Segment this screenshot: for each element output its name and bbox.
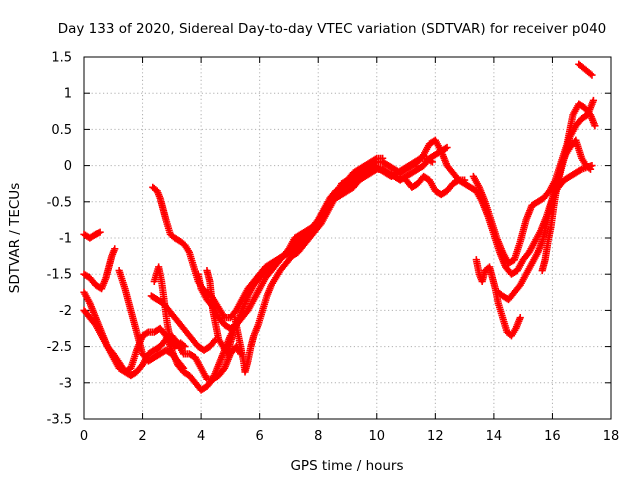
series-trace-j [203,266,237,358]
x-tick-label: 16 [544,429,561,444]
data-point [427,157,435,165]
data-point [415,155,423,163]
series-trace-a [80,228,104,242]
series-trace-p [538,136,595,275]
data-point [588,71,596,79]
y-tick-labels: -3.5 -3 -2.5 -2 -1.5 -1 -0.5 0 0.5 1 1.5 [47,51,72,428]
series-trace-q [575,60,596,79]
x-tick-label: 18 [603,429,620,444]
y-axis-label: SDTVAR / TECUs [7,183,23,293]
chart-title: Day 133 of 2020, Sidereal Day-to-day VTE… [58,21,607,37]
grid-lines [84,57,611,419]
x-tick-label: 12 [427,429,444,444]
data-point [371,155,379,163]
data-point [591,122,599,130]
x-tick-label: 10 [369,429,386,444]
y-tick-label: 0.5 [51,123,72,138]
data-point [586,165,595,173]
x-tick-label: 0 [80,429,88,444]
data-point [181,343,189,351]
y-tick-label: -1.5 [47,268,72,283]
data-point [428,158,437,166]
y-tick-label: -0.5 [47,195,72,210]
data-point [179,364,188,372]
series-trace-b [80,245,119,293]
data-point [379,154,387,162]
x-tick-label: 14 [486,429,503,444]
y-tick-label: -3 [59,376,72,391]
data-point [178,363,186,371]
data-points [80,60,599,394]
y-tick-label: -2.5 [47,340,72,355]
y-tick-label: 1.5 [51,51,72,66]
y-tick-label: -3.5 [47,413,72,428]
plot-frame [83,56,612,420]
data-point [585,164,593,172]
y-tick-label: 1 [64,87,72,102]
x-axis-label: GPS time / hours [290,458,403,474]
x-tick-label: 2 [138,429,146,444]
data-point [179,341,188,349]
x-tick-label: 4 [197,429,205,444]
x-tick-labels: 0 2 4 6 8 10 12 14 16 18 [80,429,619,444]
y-tick-label: -1 [59,232,72,247]
data-point [111,245,119,253]
series-trace-e [115,266,188,372]
data-point [143,329,151,337]
data-point [443,143,451,152]
series-trace-k [231,154,437,376]
axis-ticks [83,56,612,420]
y-tick-label: 0 [64,159,72,174]
data-point [96,228,104,236]
data-point [516,314,524,322]
series-trace-o [494,162,596,304]
y-tick-label: -2 [59,304,72,319]
x-tick-label: 6 [256,429,264,444]
series-trace-n [472,256,524,340]
data-point [441,144,450,153]
x-tick-label: 8 [314,429,322,444]
series-trace-g [150,263,189,351]
data-point [586,70,595,78]
data-point [589,96,598,105]
